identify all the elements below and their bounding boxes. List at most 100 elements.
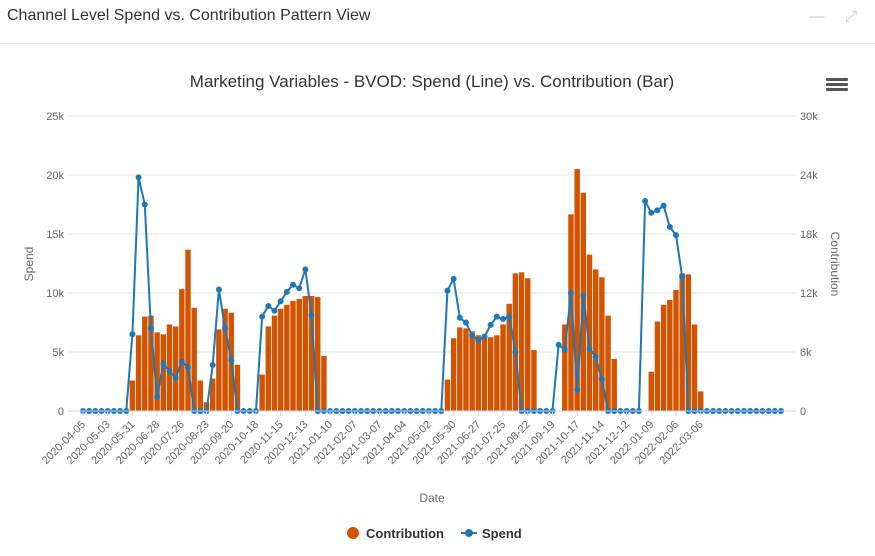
spend-point[interactable] [500, 315, 507, 322]
contribution-bar[interactable] [518, 272, 525, 411]
contribution-bar[interactable] [179, 289, 185, 411]
contribution-bar[interactable] [284, 304, 290, 411]
contribution-bar[interactable] [457, 327, 463, 411]
spend-point[interactable] [154, 393, 161, 400]
contribution-bar[interactable] [265, 326, 272, 411]
spend-point[interactable] [679, 273, 686, 280]
spend-point[interactable] [493, 313, 500, 320]
spend-point[interactable] [135, 174, 142, 181]
spend-point[interactable] [209, 361, 216, 368]
contribution-bar[interactable] [142, 316, 148, 411]
spend-point[interactable] [592, 353, 599, 360]
spend-point[interactable] [283, 288, 290, 295]
contribution-bar[interactable] [697, 391, 704, 411]
contribution-bar[interactable] [129, 380, 136, 411]
hamburger-menu-icon[interactable] [826, 76, 848, 94]
spend-point[interactable] [129, 331, 136, 338]
contribution-bar[interactable] [475, 335, 482, 411]
spend-point[interactable] [506, 313, 513, 320]
spend-point[interactable] [666, 223, 673, 230]
contribution-bar[interactable] [660, 304, 667, 411]
spend-point[interactable] [586, 345, 593, 352]
spend-point[interactable] [456, 314, 463, 321]
spend-point[interactable] [487, 321, 494, 328]
spend-point[interactable] [302, 266, 309, 273]
spend-point[interactable] [265, 302, 272, 309]
contribution-bar[interactable] [673, 290, 679, 411]
contribution-bar[interactable] [197, 380, 204, 411]
contribution-bar[interactable] [654, 321, 661, 411]
spend-point[interactable] [654, 207, 661, 214]
minimize-icon[interactable]: — [809, 8, 825, 25]
contribution-bar[interactable] [512, 273, 519, 411]
contribution-bar[interactable] [568, 214, 574, 411]
spend-point[interactable] [469, 332, 476, 339]
contribution-bar[interactable] [531, 350, 537, 411]
contribution-bar[interactable] [562, 324, 568, 411]
contribution-bar[interactable] [500, 324, 506, 411]
spend-point[interactable] [574, 386, 581, 393]
contribution-bar[interactable] [611, 358, 617, 411]
contribution-bar[interactable] [135, 335, 142, 411]
spend-point[interactable] [259, 313, 266, 320]
contribution-bar[interactable] [494, 335, 500, 411]
spend-point[interactable] [642, 197, 649, 204]
spend-point[interactable] [555, 341, 562, 348]
contribution-bar[interactable] [209, 378, 216, 411]
contribution-bar[interactable] [185, 249, 191, 411]
contribution-bar[interactable] [216, 329, 222, 411]
expand-icon[interactable]: ⤢ [844, 8, 857, 25]
spend-point[interactable] [178, 358, 185, 365]
contribution-bar[interactable] [154, 332, 160, 411]
contribution-bar[interactable] [574, 169, 580, 411]
spend-point[interactable] [290, 281, 297, 288]
contribution-bar[interactable] [586, 254, 593, 411]
contribution-bar[interactable] [308, 295, 315, 411]
legend-spend-label[interactable]: Spend [482, 526, 522, 541]
spend-point[interactable] [172, 374, 179, 381]
contribution-bar[interactable] [296, 298, 302, 411]
spend-point[interactable] [147, 325, 154, 332]
contribution-bar[interactable] [271, 315, 278, 411]
spend-point[interactable] [308, 312, 315, 319]
contribution-bar[interactable] [160, 334, 167, 411]
spend-point[interactable] [648, 209, 655, 216]
spend-point[interactable] [672, 232, 679, 239]
contribution-bar[interactable] [450, 338, 457, 411]
contribution-bar[interactable] [487, 337, 494, 411]
spend-point[interactable] [296, 285, 303, 292]
spend-point[interactable] [567, 290, 574, 296]
contribution-bar[interactable] [321, 355, 327, 411]
contribution-bar[interactable] [234, 364, 241, 411]
contribution-bar[interactable] [148, 315, 154, 411]
spend-point[interactable] [561, 346, 568, 353]
spend-point[interactable] [462, 319, 469, 326]
spend-point[interactable] [598, 376, 605, 383]
contribution-bar[interactable] [469, 331, 475, 411]
contribution-bar[interactable] [259, 374, 265, 411]
spend-point[interactable] [277, 298, 284, 305]
contribution-bar[interactable] [599, 277, 605, 411]
spend-point[interactable] [160, 360, 167, 367]
contribution-bar[interactable] [605, 315, 611, 411]
spend-point[interactable] [481, 333, 488, 340]
contribution-bar[interactable] [679, 273, 685, 411]
contribution-bar[interactable] [592, 269, 599, 411]
contribution-bar[interactable] [315, 296, 321, 411]
contribution-bar[interactable] [290, 300, 296, 411]
contribution-bar[interactable] [525, 278, 531, 411]
contribution-bar[interactable] [648, 371, 655, 411]
spend-point[interactable] [475, 337, 482, 344]
contribution-bar[interactable] [191, 307, 197, 411]
spend-point[interactable] [512, 349, 519, 355]
contribution-bar[interactable] [667, 299, 673, 411]
spend-point[interactable] [450, 275, 457, 282]
spend-point[interactable] [141, 201, 148, 208]
contribution-bar[interactable] [463, 328, 469, 411]
contribution-bar[interactable] [691, 324, 698, 411]
legend-contribution-label[interactable]: Contribution [366, 526, 444, 541]
spend-point[interactable] [660, 202, 667, 209]
spend-point[interactable] [444, 287, 451, 294]
contribution-bar[interactable] [277, 308, 284, 411]
spend-point[interactable] [222, 325, 229, 332]
